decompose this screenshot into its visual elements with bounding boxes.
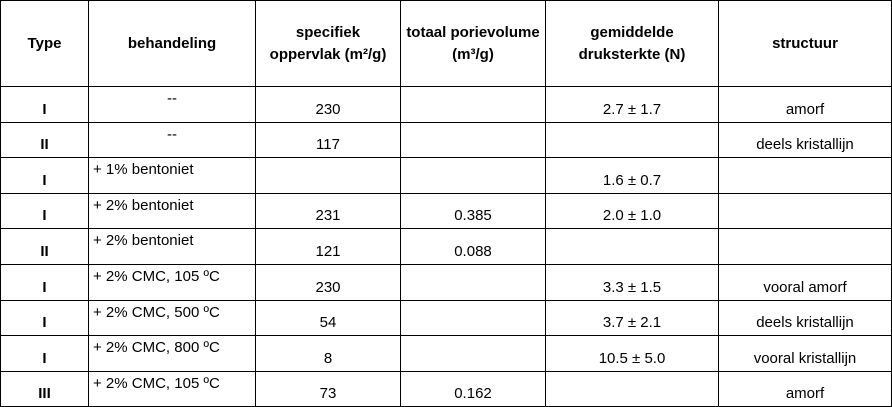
table-cell: II xyxy=(0,228,89,265)
table-body: I -- 230 2.7 ± 1.7 amorf II -- 117 deels kristal… xyxy=(0,86,892,407)
table-cell xyxy=(400,157,546,194)
table-cell: + 2% CMC, 500 ºC xyxy=(88,299,256,337)
table-cell: 8 xyxy=(255,335,401,372)
table-cell: 121 xyxy=(255,228,401,265)
table-cell: 1.6 ± 0.7 xyxy=(545,157,719,194)
table-cell: -- xyxy=(88,121,256,159)
table-cell xyxy=(400,299,546,337)
table-cell: I xyxy=(0,157,89,194)
header-cell: specifiek oppervlak (m²/g) xyxy=(255,0,401,87)
table-cell: 2.0 ± 1.0 xyxy=(545,192,719,230)
table-cell xyxy=(545,228,719,265)
table-cell xyxy=(718,228,892,265)
table-cell: I xyxy=(0,263,89,301)
table-row: I -- 230 2.7 ± 1.7 amorf xyxy=(0,86,892,123)
table-cell: I xyxy=(0,192,89,230)
table-cell: 2.7 ± 1.7 xyxy=(545,86,719,123)
table-cell: 231 xyxy=(255,192,401,230)
table-cell: amorf xyxy=(718,86,892,123)
table-row: I + 1% bentoniet 1.6 ± 0.7 xyxy=(0,157,892,194)
table-cell: 3.7 ± 2.1 xyxy=(545,299,719,337)
table-cell: I xyxy=(0,299,89,337)
table-cell: + 2% bentoniet xyxy=(88,228,256,265)
table-cell xyxy=(545,370,719,407)
table-row: I + 2% bentoniet 231 0.385 2.0 ± 1.0 xyxy=(0,192,892,230)
table-cell: 73 xyxy=(255,370,401,407)
table-row: I + 2% CMC, 500 ºC 54 3.7 ± 2.1 deels krista… xyxy=(0,299,892,337)
table-cell: + 2% bentoniet xyxy=(88,192,256,230)
table-cell: II xyxy=(0,121,89,159)
header-cell: totaal porievolume (m³/g) xyxy=(400,0,546,87)
table-cell: 54 xyxy=(255,299,401,337)
header-cell: Type xyxy=(0,0,89,87)
header-row: Type behandeling specifiek oppervlak (m²/g… xyxy=(0,0,892,87)
table-cell xyxy=(718,192,892,230)
table-cell: 0.088 xyxy=(400,228,546,265)
header-cell: gemiddelde druksterkte (N) xyxy=(545,0,719,87)
table-cell xyxy=(718,157,892,194)
table-cell: + 1% bentoniet xyxy=(88,157,256,194)
table-row: I + 2% CMC, 105 ºC 230 3.3 ± 1.5 vooral amor… xyxy=(0,263,892,301)
table-row: II -- 117 deels kristallijn xyxy=(0,121,892,159)
header-cell: structuur xyxy=(718,0,892,87)
table-cell xyxy=(400,86,546,123)
table-cell: 10.5 ± 5.0 xyxy=(545,335,719,372)
table-cell: vooral amorf xyxy=(718,263,892,301)
table-cell xyxy=(400,263,546,301)
header-cell: behandeling xyxy=(88,0,256,87)
table-cell: + 2% CMC, 105 ºC xyxy=(88,370,256,407)
table-cell xyxy=(255,157,401,194)
table-cell: amorf xyxy=(718,370,892,407)
table-cell: + 2% CMC, 800 ºC xyxy=(88,335,256,372)
table-cell: I xyxy=(0,86,89,123)
table-cell: 117 xyxy=(255,121,401,159)
table-cell: 230 xyxy=(255,263,401,301)
table-cell xyxy=(400,121,546,159)
table-cell: 0.162 xyxy=(400,370,546,407)
table-cell xyxy=(545,121,719,159)
table-cell: deels kristallijn xyxy=(718,121,892,159)
table-row: III + 2% CMC, 105 ºC 73 0.162 amorf xyxy=(0,370,892,407)
table-row: I + 2% CMC, 800 ºC 8 10.5 ± 5.0 vooral krist… xyxy=(0,335,892,372)
table-cell xyxy=(400,335,546,372)
table-cell: I xyxy=(0,335,89,372)
table-cell: -- xyxy=(88,86,256,123)
table-cell: 230 xyxy=(255,86,401,123)
table-cell: deels kristallijn xyxy=(718,299,892,337)
table-cell: III xyxy=(0,370,89,407)
table-cell: vooral kristallijn xyxy=(718,335,892,372)
table-cell: 3.3 ± 1.5 xyxy=(545,263,719,301)
table-row: II + 2% bentoniet 121 0.088 xyxy=(0,228,892,265)
table-cell: + 2% CMC, 105 ºC xyxy=(88,263,256,301)
table-cell: 0.385 xyxy=(400,192,546,230)
